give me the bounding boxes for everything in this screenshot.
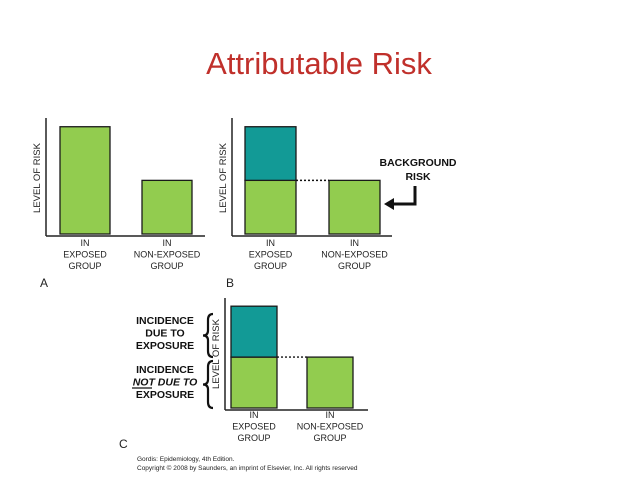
panel-c-category-label: GROUP (237, 433, 270, 443)
panel-a-category-label: EXPOSED (63, 250, 107, 260)
panel-a-category-label: GROUP (68, 261, 101, 271)
incidence-due-to-exposure-label: DUE TO (145, 328, 184, 340)
background-risk-label-line2: RISK (405, 171, 431, 183)
panel-c-bar-exposed-baseline (230, 356, 278, 409)
panel-b-category-label: GROUP (338, 261, 371, 271)
panel-c-category-label: IN (250, 410, 259, 420)
credit-line-1: Gordis: Epidemiology, 4th Edition. (137, 456, 235, 463)
background-risk-arrow-icon (392, 186, 417, 206)
panel-a-category-label: GROUP (150, 261, 183, 271)
panel-a-category-label: NON-EXPOSED (134, 250, 201, 260)
panel-c-category-label: EXPOSED (232, 422, 276, 432)
panel-a-bar-non-exposed (141, 179, 193, 235)
panel-b-category-label: EXPOSED (249, 250, 293, 260)
panel-b-letter: B (226, 276, 234, 290)
panel-c-bar-non-exposed-baseline (306, 356, 354, 409)
panel-a-category-label: IN (163, 238, 172, 248)
panel-b-category-label: IN (266, 238, 275, 248)
panel-b-y-axis-label: LEVEL OF RISK (218, 142, 229, 213)
panel-b-bar-non-exposed-baseline (328, 179, 381, 235)
panel-b-bar-exposed-excess (244, 126, 297, 182)
panel-c-bar-exposed-excess (230, 305, 278, 358)
panel-b-bar-exposed-baseline (244, 179, 297, 235)
panel-a-y-axis-label: LEVEL OF RISK (32, 142, 43, 213)
brace-not-due-to-exposure-icon (202, 359, 214, 410)
panel-b-category-label: NON-EXPOSED (321, 250, 388, 260)
panel-a-bar-exposed (59, 126, 111, 235)
panel-a-category-label: IN (81, 238, 90, 248)
incidence-due-to-exposure-label: INCIDENCE (136, 315, 194, 327)
copyright-credit: Gordis: Epidemiology, 4th Edition. Copyr… (137, 455, 357, 473)
panel-c-category-label: GROUP (313, 433, 346, 443)
background-risk-label-line1: BACKGROUND (380, 157, 457, 169)
background-risk-arrowhead-icon (384, 198, 394, 210)
incidence-due-to-exposure-label: EXPOSURE (136, 340, 194, 352)
incidence-not-due-to-exposure-label: INCIDENCE (136, 364, 194, 376)
panel-b-category-label: GROUP (254, 261, 287, 271)
panel-a-letter: A (40, 276, 48, 290)
panel-c-letter: C (119, 437, 128, 451)
panel-c-category-label: NON-EXPOSED (297, 422, 364, 432)
credit-line-2: Copyright © 2008 by Saunders, an imprint… (137, 465, 358, 472)
panel-c-y-axis-label: LEVEL OF RISK (211, 318, 222, 389)
incidence-not-due-to-exposure-label: EXPOSURE (136, 389, 194, 401)
slide-title: Attributable Risk (206, 46, 432, 81)
brace-due-to-exposure-icon (202, 312, 214, 359)
panel-b-category-label: IN (350, 238, 359, 248)
incidence-not-due-to-exposure-label: NOT DUE TO (133, 377, 198, 389)
panel-c-category-label: IN (326, 410, 335, 420)
